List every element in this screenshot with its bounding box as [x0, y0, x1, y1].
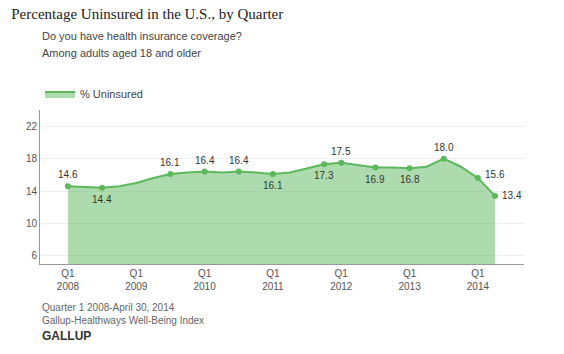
svg-text:16.1: 16.1 — [263, 180, 283, 191]
svg-text:15.6: 15.6 — [485, 169, 505, 180]
svg-text:17.3: 17.3 — [314, 170, 334, 181]
svg-text:% Uninsured: % Uninsured — [80, 88, 143, 100]
svg-text:18.0: 18.0 — [434, 142, 454, 153]
svg-text:16.4: 16.4 — [229, 155, 249, 166]
svg-text:16.1: 16.1 — [160, 157, 180, 168]
svg-text:18: 18 — [26, 153, 38, 164]
svg-text:14.4: 14.4 — [92, 194, 112, 205]
svg-text:Q12011: Q12011 — [262, 268, 284, 292]
svg-text:10: 10 — [26, 218, 38, 229]
svg-text:Among adults aged 18 and older: Among adults aged 18 and older — [42, 47, 201, 59]
svg-text:13.4: 13.4 — [502, 190, 522, 201]
svg-text:Q12009: Q12009 — [125, 268, 148, 292]
svg-text:Quarter 1 2008-April 30, 2014: Quarter 1 2008-April 30, 2014 — [42, 302, 175, 313]
svg-text:17.5: 17.5 — [331, 146, 351, 157]
svg-text:Gallup-Healthways Well-Being I: Gallup-Healthways Well-Being Index — [42, 315, 204, 326]
svg-text:Q12014: Q12014 — [467, 268, 490, 292]
svg-text:14.6: 14.6 — [58, 169, 78, 180]
svg-text:Q12010: Q12010 — [193, 268, 216, 292]
svg-text:16.9: 16.9 — [365, 174, 385, 185]
svg-text:6: 6 — [31, 250, 37, 261]
svg-text:16.8: 16.8 — [400, 174, 420, 185]
svg-text:16.4: 16.4 — [195, 155, 215, 166]
svg-text:Q12013: Q12013 — [398, 268, 421, 292]
svg-text:GALLUP: GALLUP — [42, 329, 91, 343]
svg-text:Q12012: Q12012 — [330, 268, 353, 292]
svg-text:Q12008: Q12008 — [57, 268, 80, 292]
svg-text:Percentage Uninsured in the U.: Percentage Uninsured in the U.S., by Qua… — [11, 6, 283, 22]
svg-text:14: 14 — [26, 186, 38, 197]
svg-text:Do you have health insurance c: Do you have health insurance coverage? — [42, 30, 242, 42]
svg-text:22: 22 — [26, 121, 38, 132]
